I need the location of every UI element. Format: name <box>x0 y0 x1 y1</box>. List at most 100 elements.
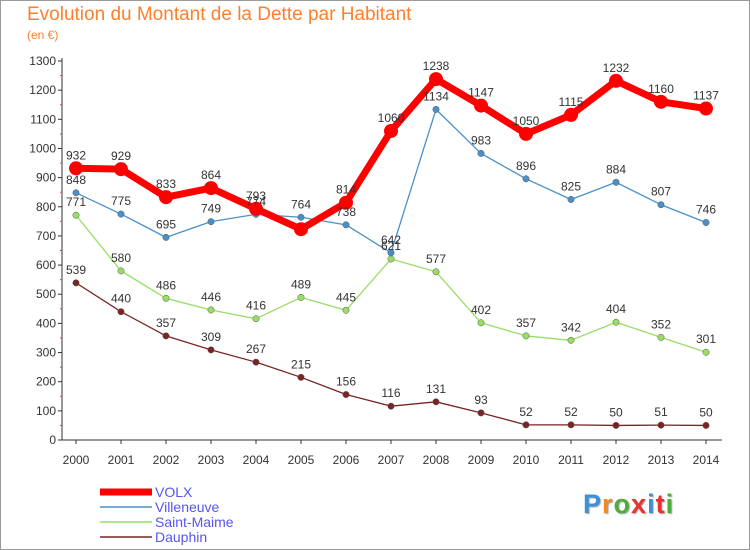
data-label-saint-maime: 416 <box>246 299 266 313</box>
data-point-villeneuve <box>612 178 620 186</box>
data-point-saint-maime <box>612 318 620 326</box>
data-label-villeneuve: 884 <box>606 162 626 176</box>
legend-label-dauphin: Dauphin <box>155 529 207 545</box>
data-point-villeneuve <box>477 149 485 157</box>
data-label-volx: 1160 <box>648 82 674 96</box>
data-label-dauphin: 267 <box>246 342 266 356</box>
data-label-villeneuve: 746 <box>696 203 716 217</box>
data-point-volx <box>339 195 353 210</box>
x-tick-label: 2003 <box>198 453 225 467</box>
legend-label-volx: VOLX <box>155 484 193 500</box>
data-label-dauphin: 539 <box>66 263 86 277</box>
data-point-dauphin <box>297 373 305 381</box>
data-point-villeneuve <box>207 218 215 226</box>
x-tick-label: 2000 <box>63 453 90 467</box>
y-tick-label: 700 <box>36 229 56 243</box>
data-point-dauphin <box>657 421 665 429</box>
data-label-volx: 1115 <box>559 95 584 109</box>
data-label-villeneuve: 642 <box>381 233 401 247</box>
y-tick-label: 100 <box>36 404 56 418</box>
data-point-dauphin <box>117 308 125 316</box>
data-point-dauphin <box>252 358 260 366</box>
data-labels: 932 929 833 864 793 814 1060 1238 1147 1050 1115 12… <box>66 59 719 419</box>
data-point-saint-maime <box>72 211 80 219</box>
data-label-villeneuve: 1134 <box>423 89 449 103</box>
logo-letter: r <box>602 489 614 519</box>
data-point-dauphin <box>207 346 215 354</box>
y-tick-label: 500 <box>36 287 56 301</box>
data-label-volx: 1050 <box>513 114 540 128</box>
data-point-saint-maime <box>252 315 260 323</box>
logo-letter: x <box>631 489 648 519</box>
legend-label-saint-maime: Saint-Maime <box>155 514 234 530</box>
data-point-saint-maime <box>387 255 395 263</box>
data-point-villeneuve <box>117 210 125 218</box>
y-tick-label: 600 <box>36 258 56 272</box>
data-point-dauphin <box>567 421 575 429</box>
data-label-villeneuve: 738 <box>336 205 356 219</box>
data-label-dauphin: 52 <box>519 405 533 419</box>
data-point-volx <box>564 107 578 122</box>
x-tick-label: 2001 <box>108 453 135 467</box>
data-label-volx: 1232 <box>603 61 630 75</box>
x-tick-label: 2006 <box>333 453 360 467</box>
data-label-dauphin: 309 <box>201 330 221 344</box>
data-label-saint-maime: 446 <box>201 290 221 304</box>
y-tick-label: 400 <box>36 316 56 330</box>
data-label-dauphin: 50 <box>609 405 623 419</box>
data-label-volx: 793 <box>246 189 266 203</box>
data-label-saint-maime: 580 <box>111 251 131 265</box>
data-label-villeneuve: 774 <box>246 194 266 208</box>
data-label-villeneuve: 764 <box>291 197 311 211</box>
data-label-dauphin: 50 <box>699 405 713 419</box>
x-tick-label: 2002 <box>153 453 180 467</box>
data-label-villeneuve: 749 <box>201 202 221 216</box>
data-label-dauphin: 51 <box>654 405 668 419</box>
data-point-villeneuve <box>657 201 665 209</box>
data-label-dauphin: 116 <box>381 386 400 400</box>
data-point-villeneuve <box>162 233 170 241</box>
data-point-dauphin <box>72 279 80 287</box>
data-point-volx <box>609 73 623 88</box>
data-label-villeneuve: 825 <box>561 179 581 193</box>
data-label-dauphin: 131 <box>426 382 446 396</box>
data-point-saint-maime <box>567 336 575 344</box>
data-point-villeneuve <box>522 175 530 183</box>
y-tick-label: 200 <box>36 375 56 389</box>
data-label-volx: 814 <box>336 183 356 197</box>
data-point-villeneuve <box>342 221 350 229</box>
data-label-dauphin: 215 <box>291 357 311 371</box>
data-label-saint-maime: 577 <box>426 252 446 266</box>
x-tick-label: 2008 <box>423 453 450 467</box>
data-point-saint-maime <box>162 294 170 302</box>
data-point-saint-maime <box>522 332 530 340</box>
data-point-volx <box>114 162 128 177</box>
y-tick-label: 1100 <box>30 112 56 126</box>
y-tick-label: 1000 <box>29 141 56 155</box>
logo-letter: t <box>655 489 666 519</box>
logo-letter: i <box>647 489 656 519</box>
data-point-volx <box>249 201 263 216</box>
chart-unit: (en €) <box>27 28 59 42</box>
data-point-villeneuve <box>387 249 395 257</box>
data-label-saint-maime: 404 <box>606 302 626 316</box>
data-point-villeneuve <box>702 219 710 226</box>
x-tick-label: 2004 <box>243 453 270 467</box>
data-point-villeneuve <box>72 189 80 197</box>
data-label-dauphin: 357 <box>156 316 176 330</box>
data-label-volx: 833 <box>156 177 176 191</box>
data-label-saint-maime: 621 <box>381 239 401 253</box>
axes: 0 100 200 300 400 500 600 700 800 900 1000 1100 1200… <box>29 54 722 467</box>
y-tick-label: 0 <box>49 433 56 447</box>
x-tick-label: 2007 <box>378 453 405 467</box>
logo-letter: P <box>583 489 603 519</box>
x-tick-label: 2009 <box>468 453 495 467</box>
data-point-saint-maime <box>432 268 440 276</box>
data-point-volx <box>519 126 533 141</box>
data-point-volx <box>159 190 173 205</box>
data-point-volx <box>69 161 83 176</box>
data-label-saint-maime: 352 <box>651 317 671 331</box>
x-tick-label: 2014 <box>693 453 720 467</box>
